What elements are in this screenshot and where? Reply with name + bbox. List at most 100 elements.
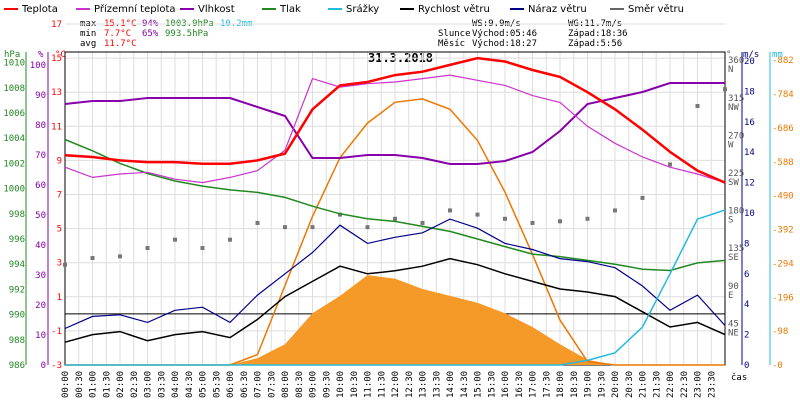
x-tick-9: 04:30 bbox=[185, 371, 195, 398]
humidity-tick-8: 80 bbox=[35, 121, 46, 131]
axis-units: hPa % °C ° m/s mm čas bbox=[4, 50, 783, 383]
wind-tick-9: 18 bbox=[744, 87, 755, 97]
direction-deg-2: 135 bbox=[728, 244, 744, 254]
series-wind-gust bbox=[64, 218, 726, 330]
pressure-tick-5: 996 bbox=[9, 235, 25, 245]
x-tick-45: 22:30 bbox=[680, 371, 690, 398]
pressure-tick-6: 998 bbox=[9, 210, 25, 220]
direction-name-5: W bbox=[728, 140, 734, 150]
x-tick-10: 05:00 bbox=[199, 371, 209, 398]
stat-min-hum: 65% bbox=[142, 29, 159, 39]
x-tick-23: 11:30 bbox=[377, 371, 387, 398]
legend-label-2: Vlhkost bbox=[198, 4, 235, 15]
x-tick-25: 12:30 bbox=[405, 371, 415, 398]
legend: Teplota Přízemní teplota Vlhkost Tlak Srážky… bbox=[4, 3, 684, 15]
x-tick-18: 09:00 bbox=[309, 371, 319, 398]
x-tick-13: 06:30 bbox=[240, 371, 250, 398]
wind-direction-point-20 bbox=[613, 208, 617, 213]
direction-name-7: N bbox=[728, 65, 733, 75]
legend-label-3: Tlak bbox=[279, 4, 301, 15]
x-tick-0: 00:00 bbox=[61, 371, 71, 398]
stat-min-temp: 7.7°C bbox=[104, 29, 131, 39]
legend-label-1: Přízemní teplota bbox=[94, 3, 176, 15]
x-tick-30: 15:00 bbox=[474, 371, 484, 398]
temp-tick-9: 15 bbox=[51, 54, 62, 64]
solar-tick-5: -490 bbox=[772, 192, 794, 202]
pressure-tick-11: 1008 bbox=[3, 84, 25, 94]
pressure-tick-8: 1002 bbox=[3, 159, 25, 169]
x-tick-8: 04:00 bbox=[171, 371, 181, 398]
x-tick-11: 05:30 bbox=[212, 371, 222, 398]
wind-tick-3: 6 bbox=[744, 270, 749, 280]
wind-direction-point-6 bbox=[228, 237, 232, 242]
solar-tick-8: -784 bbox=[772, 90, 794, 100]
x-tick-42: 21:00 bbox=[639, 371, 649, 398]
pressure-tick-10: 1006 bbox=[3, 109, 25, 119]
x-tick-38: 19:00 bbox=[584, 371, 594, 398]
humidity-tick-1: 10 bbox=[35, 331, 46, 341]
unit-wind: m/s bbox=[743, 50, 759, 60]
x-tick-17: 08:30 bbox=[295, 371, 305, 398]
wind-tick-10: 20 bbox=[744, 57, 755, 67]
series-ground-temperature bbox=[64, 74, 726, 184]
direction-name-3: S bbox=[728, 216, 733, 226]
temp-tick-10: 17 bbox=[51, 20, 62, 30]
x-tick-1: 00:30 bbox=[75, 371, 85, 398]
unit-rain: mm bbox=[772, 50, 783, 60]
wind-direction-point-7 bbox=[255, 220, 260, 225]
temp-tick-6: 9 bbox=[57, 156, 62, 166]
direction-name-4: SW bbox=[728, 178, 739, 188]
solar-tick-9: -882 bbox=[772, 56, 794, 66]
x-tick-31: 15:30 bbox=[487, 371, 497, 398]
info-moon-rise: Východ:18:27 bbox=[472, 39, 537, 49]
wind-direction-point-16 bbox=[503, 216, 507, 221]
info-sun-set: Západ:18:36 bbox=[568, 29, 628, 39]
x-tick-27: 13:30 bbox=[432, 371, 442, 398]
series-rain bbox=[65, 209, 726, 366]
humidity-tick-10: 100 bbox=[30, 61, 46, 71]
x-tick-40: 20:00 bbox=[611, 371, 621, 398]
wind-tick-1: 2 bbox=[744, 331, 749, 341]
solar-tick-2: -196 bbox=[772, 293, 794, 303]
x-tick-19: 09:30 bbox=[322, 371, 332, 398]
stat-min-press: 993.5hPa bbox=[165, 29, 208, 39]
pressure-tick-12: 1010 bbox=[3, 59, 25, 69]
x-tick-6: 03:00 bbox=[144, 371, 154, 398]
unit-pressure: hPa bbox=[4, 50, 20, 60]
temp-tick-2: 1 bbox=[57, 293, 62, 303]
series-temperature bbox=[64, 56, 726, 184]
wind-direction-point-1 bbox=[90, 256, 95, 261]
wind-tick-8: 16 bbox=[744, 118, 755, 128]
wind-direction-point-15 bbox=[475, 212, 480, 217]
direction-deg-7: 360 bbox=[728, 56, 744, 66]
direction-name-0: NE bbox=[728, 328, 739, 338]
solar-tick-7: -686 bbox=[772, 124, 794, 134]
wind-direction-point-14 bbox=[448, 208, 452, 213]
wind-direction-point-8 bbox=[283, 225, 287, 230]
x-tick-22: 11:00 bbox=[364, 371, 374, 398]
x-tick-4: 02:00 bbox=[116, 371, 126, 398]
x-tick-36: 18:00 bbox=[556, 371, 566, 398]
x-tick-2: 01:00 bbox=[89, 371, 99, 398]
legend-label-0: Teplota bbox=[21, 4, 58, 15]
info-sun-label: Slunce bbox=[438, 29, 471, 39]
legend-label-4: Srážky bbox=[346, 3, 379, 15]
humidity-tick-9: 90 bbox=[35, 91, 46, 101]
x-tick-33: 16:30 bbox=[515, 371, 525, 398]
x-tick-16: 08:00 bbox=[281, 371, 291, 398]
temp-tick-4: 5 bbox=[57, 225, 62, 235]
solar-tick-3: -294 bbox=[772, 259, 794, 269]
solar-tick-4: -392 bbox=[772, 226, 794, 236]
x-tick-24: 12:00 bbox=[391, 371, 401, 398]
series-humidity bbox=[64, 82, 725, 165]
x-tick-15: 07:30 bbox=[267, 371, 277, 398]
x-tick-44: 22:00 bbox=[666, 371, 676, 398]
series-wind-speed bbox=[64, 257, 726, 343]
pressure-tick-1: 988 bbox=[9, 336, 25, 346]
wind-tick-7: 14 bbox=[744, 148, 755, 158]
direction-deg-3: 180 bbox=[728, 207, 744, 217]
wind-direction-point-3 bbox=[145, 246, 150, 251]
wind-direction-point-19 bbox=[585, 216, 590, 221]
pressure-tick-0: 986 bbox=[9, 361, 25, 371]
